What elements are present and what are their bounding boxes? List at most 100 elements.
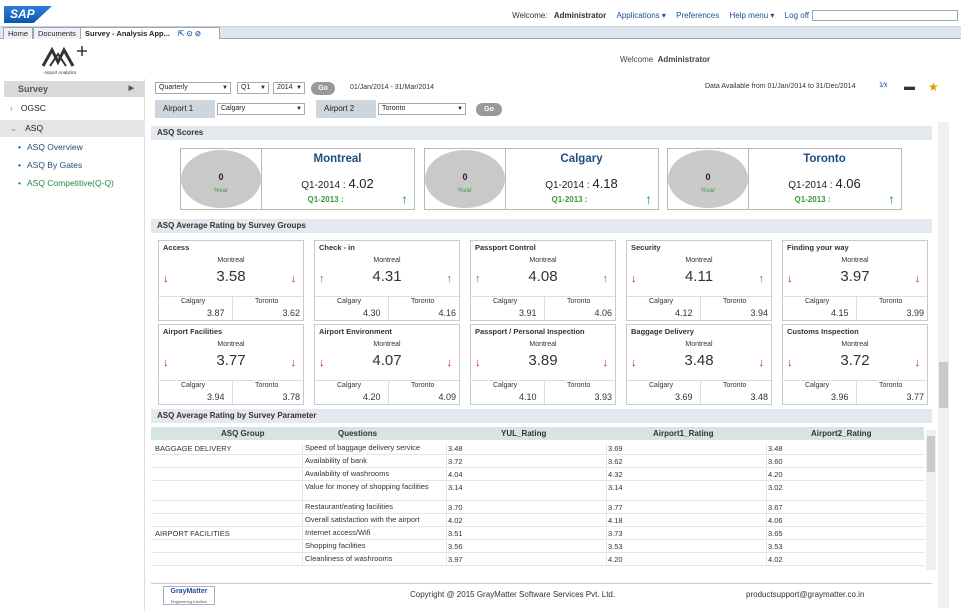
divider: [700, 380, 701, 404]
cell-yul-rating: 3.51: [446, 528, 463, 539]
preferences-link[interactable]: Preferences: [676, 11, 720, 20]
score-city: Calgary: [560, 153, 603, 165]
cell-airport2-rating: 3.53: [766, 541, 783, 552]
main-airport-label: Montreal: [529, 341, 557, 348]
rating-card: Security Montreal 4.11 ↓ ↑ Calgary Toronto 4.12…: [626, 240, 772, 321]
cell-question: Restaurant/eating facilities: [302, 502, 442, 513]
col-asq-group: ASQ Group: [221, 429, 265, 438]
main-scrollbar[interactable]: [938, 122, 949, 608]
airport2-label: Toronto: [723, 382, 747, 389]
main-rating: 3.97: [840, 268, 870, 285]
go-button[interactable]: Go: [311, 82, 335, 95]
main-airport-label: Montreal: [217, 257, 245, 264]
trend-arrow-icon: ↓: [163, 273, 169, 285]
table-header: ASQ Group Questions YUL_Rating Airport1_…: [151, 427, 924, 440]
airport1-label: Calgary: [181, 298, 206, 305]
airport-analytics-logo: Airport Analytics: [41, 46, 87, 75]
cell-airport2-rating: 3.02: [766, 482, 783, 500]
cell-airport2-rating: 3.67: [766, 502, 783, 513]
score-current: Q1-2014 : 4.06: [788, 176, 861, 191]
section-asq-scores: ASQ Scores: [151, 126, 932, 140]
main-scroll-thumb[interactable]: [939, 362, 948, 408]
cell-question: Shopping facilities: [302, 541, 442, 552]
main-rating: 4.07: [372, 352, 402, 369]
quarter-select[interactable]: Q1 ▼: [237, 82, 269, 94]
dropdown-arrow-icon: ▼: [260, 85, 266, 91]
airport1-select[interactable]: Calgary ▼: [217, 103, 305, 115]
export-icon[interactable]: 1⁄x: [879, 82, 888, 89]
trend-arrow-icon: ↓: [631, 357, 637, 369]
cell-airport1-rating: 4.20: [606, 554, 623, 565]
main-airport-label: Montreal: [217, 341, 245, 348]
sidebar-title[interactable]: Survey ▶: [4, 81, 144, 97]
divider: [388, 296, 389, 320]
rating-title: Customs Inspection: [787, 327, 859, 336]
airport1-label: Calgary: [181, 382, 206, 389]
score-city: Montreal: [313, 153, 362, 165]
divider: [700, 296, 701, 320]
period-select[interactable]: Quarterly ▼: [155, 82, 231, 94]
airport2-label: Toronto: [411, 382, 435, 389]
support-email[interactable]: productsupport@graymatter.co.in: [746, 590, 865, 599]
tab-documents[interactable]: Documents: [33, 27, 81, 39]
cell-airport1-rating: 3.77: [606, 502, 623, 513]
score-previous: Q1-2013 :: [551, 195, 588, 204]
data-available: Data Available from 01/Jan/2014 to 31/De…: [705, 83, 856, 90]
sidebar-item-asq[interactable]: ⌄ ASQ: [0, 120, 145, 137]
airport2-label: Toronto: [567, 298, 591, 305]
table-scroll-thumb[interactable]: [927, 436, 935, 472]
year-select[interactable]: 2014 ▼: [273, 82, 305, 94]
airport1-rating: 3.87: [207, 308, 225, 318]
rating-title: Airport Environment: [319, 327, 392, 336]
airport1-rating: 4.10: [519, 392, 537, 402]
trend-arrow-icon: ↓: [446, 357, 453, 369]
logo-subtitle: Airport Analytics: [44, 70, 77, 75]
main-rating: 3.48: [684, 352, 714, 369]
score-gauge: 0 %var: [425, 150, 505, 208]
tab-survey[interactable]: Survey - Analysis App... ⇱ ⊙ ⊘: [80, 27, 220, 39]
sidebar-item-asq-overview[interactable]: • ASQ Overview: [18, 142, 83, 152]
favorite-add-icon[interactable]: ★: [928, 80, 939, 94]
main-rating: 3.77: [216, 352, 246, 369]
sidebar-item-asq-by-gates[interactable]: • ASQ By Gates: [18, 160, 83, 170]
print-icon[interactable]: ▬: [904, 81, 915, 93]
airport2-rating: 4.09: [438, 392, 456, 402]
tab-tools-icons[interactable]: ⇱ ⊙ ⊘: [177, 29, 202, 38]
table-row: AIRPORT FACILITIES Internet access/Wifi 3.…: [151, 528, 924, 540]
score-gauge: 0 %var: [668, 150, 748, 208]
airport1-rating: 3.91: [519, 308, 537, 318]
airport2-label: Airport 2: [316, 100, 376, 118]
table-row: Restaurant/eating facilities 3.70 3.77 3.67: [151, 502, 924, 514]
trend-arrow-icon: ↓: [914, 273, 921, 285]
graymatter-logo: GrayMatter Engineering Intuition: [163, 586, 215, 605]
trend-arrow-icon: ↑: [446, 273, 453, 285]
search-input[interactable]: [812, 10, 958, 21]
rating-title: Passport / Personal Inspection: [475, 327, 585, 336]
rating-card: Airport Environment Montreal 4.07 ↓ ↓ Calgary…: [314, 324, 460, 405]
trend-arrow-icon: ↑: [475, 273, 481, 285]
tab-home[interactable]: Home: [3, 27, 34, 39]
trend-arrow-icon: ↓: [787, 357, 793, 369]
chevron-down-icon: ⌄: [10, 123, 18, 133]
table-scrollbar[interactable]: [926, 430, 936, 570]
score-card: 0 %var Calgary Q1-2014 : 4.18 Q1-2013 : ↑: [424, 148, 659, 210]
cell-yul-rating: 3.70: [446, 502, 463, 513]
table-row: Availability of bank 3.72 3.62 3.60: [151, 456, 924, 468]
top-links: Welcome: Administrator Applications ▾ Pr…: [504, 11, 813, 20]
cell-yul-rating: 3.48: [446, 443, 463, 454]
airport2-select[interactable]: Toronto ▼: [378, 103, 466, 115]
sidebar-item-asq-competitive[interactable]: • ASQ Competitive(Q-Q): [18, 178, 114, 188]
table-row: Shopping facilities 3.56 3.53 3.53: [151, 541, 924, 553]
airport-go-button[interactable]: Go: [476, 103, 502, 116]
applications-menu[interactable]: Applications ▾: [616, 11, 666, 20]
help-menu[interactable]: Help menu ▾: [729, 11, 775, 20]
rating-title: Passport Control: [475, 243, 536, 252]
welcome-text: Welcome Administrator: [620, 55, 711, 64]
divider: [748, 149, 749, 209]
cell-group: AIRPORT FACILITIES: [155, 529, 230, 538]
sidebar-item-ogsc[interactable]: › OGSC: [10, 103, 46, 113]
airport1-rating: 3.69: [675, 392, 693, 402]
rating-card: Finding your way Montreal 3.97 ↓ ↓ Calgary Tor…: [782, 240, 928, 321]
logoff-link[interactable]: Log off: [784, 11, 809, 20]
divider: [505, 149, 506, 209]
